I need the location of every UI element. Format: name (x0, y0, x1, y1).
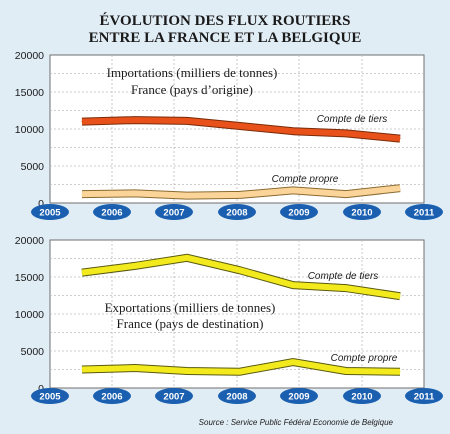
data-point (239, 269, 241, 271)
x-tick-label: 2006 (101, 208, 122, 219)
data-point (292, 189, 294, 191)
x-tick-label: 2007 (163, 392, 184, 403)
series-label: Compte propre (272, 174, 339, 185)
series-label: Compte de tiers (308, 271, 379, 282)
x-tick-label: 2011 (414, 208, 435, 219)
data-point (239, 194, 241, 196)
data-point (134, 119, 136, 121)
x-tick-label: 2010 (351, 392, 372, 403)
x-tick-label: 2008 (226, 208, 247, 219)
data-point (399, 187, 401, 189)
y-tick-label: 15000 (15, 87, 44, 99)
year-badge (405, 388, 443, 404)
series-label: Compte de tiers (317, 114, 388, 125)
data-point (239, 125, 241, 127)
data-point (81, 368, 83, 371)
y-tick-label: 0 (38, 198, 44, 210)
data-point (186, 370, 188, 372)
year-badge (343, 204, 381, 220)
year-badge (93, 204, 131, 220)
y-tick-label: 20000 (15, 235, 44, 247)
y-tick-label: 15000 (15, 272, 44, 284)
data-point (134, 265, 136, 267)
year-badge (31, 204, 69, 220)
data-point (345, 370, 347, 372)
year-badge (155, 204, 193, 220)
data-point (81, 121, 83, 123)
panel-title-line1: Exportations (milliers de tonnes) (105, 300, 276, 315)
year-badge (280, 388, 318, 404)
panel-title-line2: France (pays de destination) (117, 316, 264, 331)
year-badge (343, 388, 381, 404)
x-tick-label: 2005 (39, 208, 61, 219)
data-point (292, 130, 294, 132)
data-point (134, 367, 136, 369)
data-point (134, 192, 136, 194)
chart-title-line1: ÉVOLUTION DES FLUX ROUTIERS (99, 12, 350, 29)
data-point (81, 272, 83, 274)
y-tick-label: 10000 (15, 309, 44, 321)
data-point (345, 132, 347, 134)
year-badge (31, 388, 69, 404)
data-point (345, 193, 347, 195)
data-point (292, 284, 294, 286)
data-point (399, 138, 401, 140)
data-point (81, 193, 83, 195)
year-badge (218, 388, 256, 404)
y-tick-label: 5000 (21, 161, 45, 173)
y-tick-label: 20000 (15, 50, 44, 62)
year-badge (405, 204, 443, 220)
data-point (186, 195, 188, 197)
x-tick-label: 2006 (101, 392, 122, 403)
data-point (239, 371, 241, 373)
x-tick-label: 2011 (414, 392, 435, 403)
year-badge (280, 204, 318, 220)
panel-title-line2: France (pays d’origine) (131, 82, 253, 97)
x-tick-label: 2009 (288, 208, 309, 219)
y-tick-label: 10000 (15, 124, 44, 136)
panel-title-line1: Importations (milliers de tonnes) (107, 65, 278, 80)
year-badge (218, 204, 256, 220)
x-tick-label: 2008 (226, 392, 247, 403)
series-label: Compte propre (331, 353, 398, 364)
y-tick-label: 5000 (21, 346, 45, 358)
year-badge (155, 388, 193, 404)
x-tick-label: 2010 (351, 208, 372, 219)
imports-panel: 0 5000 10000 15000 20000 Importations (millie… (15, 50, 443, 220)
data-point (399, 295, 401, 297)
data-point (292, 361, 294, 363)
data-point (399, 371, 401, 373)
chart-title-line2: ENTRE LA FRANCE ET LA BELGIQUE (89, 30, 362, 46)
exports-panel: 05000100001500020000Exportations (millie… (15, 235, 443, 404)
source-note: Source : Service Public Fédéral Economie… (199, 418, 394, 427)
x-tick-label: 2009 (288, 392, 309, 403)
data-point (345, 287, 347, 289)
data-point (186, 120, 188, 122)
data-point (186, 257, 188, 259)
x-tick-label: 2007 (163, 208, 184, 219)
year-badge (93, 388, 131, 404)
x-tick-label: 2005 (39, 392, 61, 403)
